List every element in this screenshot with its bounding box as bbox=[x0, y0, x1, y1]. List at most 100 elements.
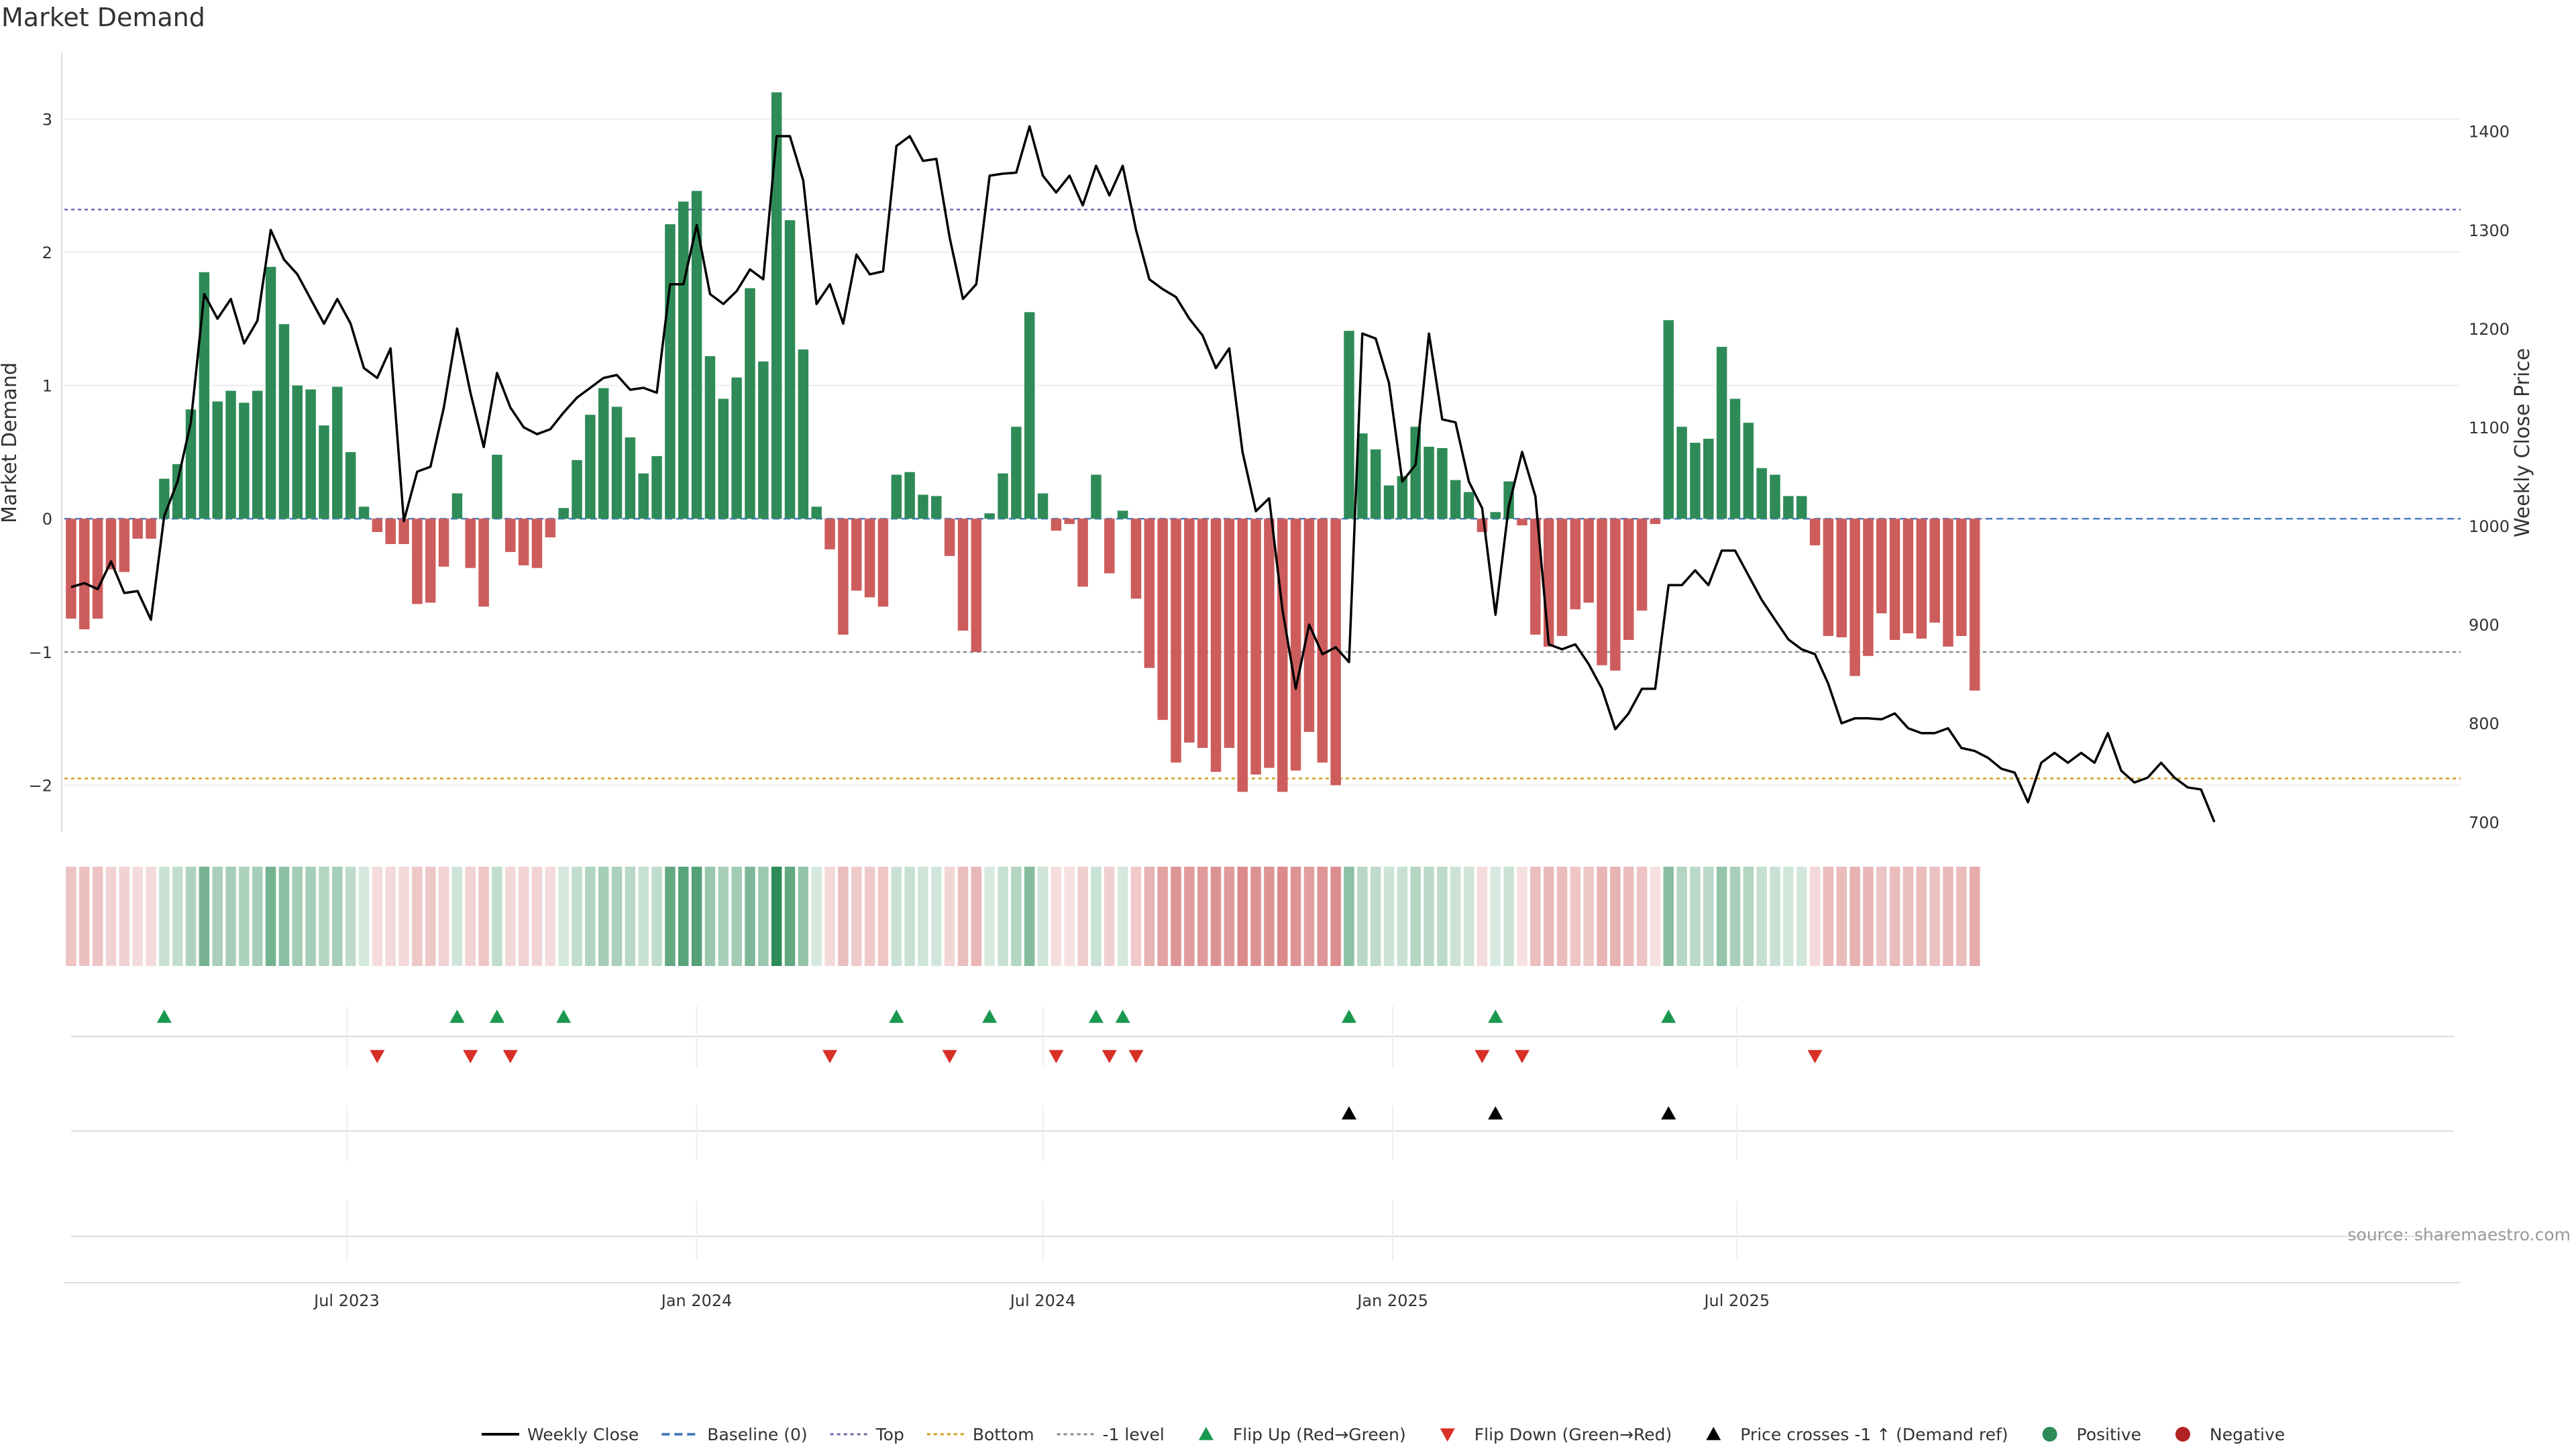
demand-bar bbox=[199, 272, 210, 519]
demand-bar bbox=[798, 349, 809, 519]
demand-bar bbox=[1290, 519, 1301, 771]
legend-label: Flip Down (Green→Red) bbox=[1474, 1425, 1672, 1444]
y2-axis-label: Weekly Close Price bbox=[2511, 348, 2534, 537]
strip-cell bbox=[239, 867, 250, 966]
demand-bar bbox=[1783, 496, 1794, 519]
demand-bar bbox=[1570, 519, 1581, 610]
demand-bar bbox=[1037, 493, 1049, 519]
flip-down-marker bbox=[822, 1050, 838, 1063]
demand-bar bbox=[1849, 519, 1860, 676]
strip-cell bbox=[1969, 867, 1980, 966]
demand-bar bbox=[278, 324, 290, 519]
strip-cell bbox=[398, 867, 409, 966]
demand-bar bbox=[1450, 480, 1461, 519]
strip-cell bbox=[1676, 867, 1687, 966]
strip-cell bbox=[1237, 867, 1248, 966]
demand-bar bbox=[718, 398, 729, 519]
demand-bar bbox=[372, 519, 383, 533]
legend-label: Bottom bbox=[973, 1425, 1034, 1444]
left-y-axis: −2 −1 0 1 2 3 bbox=[29, 110, 52, 795]
strip-cell bbox=[199, 867, 210, 966]
strip-cell bbox=[558, 867, 569, 966]
strip-cell bbox=[957, 867, 969, 966]
demand-bar bbox=[1370, 449, 1381, 519]
strip-cell bbox=[358, 867, 370, 966]
strip-cell bbox=[984, 867, 995, 966]
strip-cell bbox=[372, 867, 383, 966]
demand-bar bbox=[651, 455, 662, 519]
strip-cell bbox=[531, 867, 543, 966]
strip-cell bbox=[1051, 867, 1062, 966]
demand-bar bbox=[1756, 468, 1767, 519]
flip-markers bbox=[71, 1010, 2454, 1237]
flip-down-marker bbox=[1474, 1050, 1490, 1063]
demand-bar bbox=[1876, 519, 1887, 614]
demand-bar bbox=[1969, 519, 1980, 691]
strip-cell bbox=[877, 867, 889, 966]
cross-marker bbox=[1661, 1106, 1676, 1120]
legend-item: Negative bbox=[2175, 1425, 2285, 1444]
flip-down-marker bbox=[370, 1050, 385, 1063]
demand-bar bbox=[212, 401, 223, 519]
demand-bar bbox=[1490, 512, 1501, 519]
demand-bar bbox=[1703, 439, 1714, 519]
flip-down-marker bbox=[463, 1050, 478, 1063]
flip-down-marker bbox=[1807, 1050, 1823, 1063]
strip-cell bbox=[1823, 867, 1834, 966]
demand-bar bbox=[451, 493, 463, 519]
demand-bar bbox=[558, 508, 569, 519]
demand-bar bbox=[1224, 519, 1235, 748]
legend-marker bbox=[1198, 1427, 1214, 1440]
demand-bar bbox=[292, 385, 303, 519]
strip-cell bbox=[252, 867, 263, 966]
strip-cell bbox=[292, 867, 303, 966]
x-tick-label: Jul 2023 bbox=[313, 1291, 380, 1310]
demand-bar bbox=[771, 92, 782, 519]
strip-cell bbox=[92, 867, 103, 966]
strip-cell bbox=[119, 867, 130, 966]
demand-bar bbox=[385, 519, 396, 544]
strip-cell bbox=[1663, 867, 1674, 966]
demand-bar bbox=[1397, 476, 1408, 519]
strip-cell bbox=[1690, 867, 1701, 966]
strip-cell bbox=[1290, 867, 1301, 966]
strip-cell bbox=[1849, 867, 1860, 966]
demand-bar bbox=[1676, 427, 1687, 519]
legend-label: -1 level bbox=[1103, 1425, 1165, 1444]
demand-bar bbox=[1902, 519, 1914, 634]
demand-bar bbox=[704, 356, 716, 519]
strip-cell bbox=[1410, 867, 1421, 966]
strip-cell bbox=[745, 867, 755, 966]
strip-cell bbox=[1424, 867, 1434, 966]
flip-up-marker bbox=[489, 1010, 504, 1023]
demand-bar bbox=[518, 519, 529, 566]
legend-item: Top bbox=[830, 1425, 904, 1444]
y2-tick-label: 700 bbox=[2469, 813, 2500, 832]
strip-cell bbox=[79, 867, 90, 966]
demand-bar bbox=[824, 519, 835, 549]
flip-down-marker bbox=[1049, 1050, 1064, 1063]
demand-bar bbox=[904, 472, 915, 519]
strip-cell bbox=[1024, 867, 1035, 966]
strip-cell bbox=[1770, 867, 1780, 966]
strip-cell bbox=[1064, 867, 1075, 966]
strip-cell bbox=[1517, 867, 1527, 966]
strip-cell bbox=[1011, 867, 1022, 966]
demand-bar bbox=[319, 425, 329, 519]
strip-cell bbox=[1876, 867, 1887, 966]
strip-cell bbox=[1756, 867, 1767, 966]
strip-cell bbox=[172, 867, 183, 966]
demand-bar bbox=[1117, 511, 1128, 519]
demand-bar bbox=[984, 513, 995, 519]
strip-cell bbox=[1130, 867, 1142, 966]
demand-bar bbox=[545, 519, 556, 538]
flip-up-marker bbox=[1115, 1010, 1130, 1023]
strip-cell bbox=[1477, 867, 1488, 966]
strip-cell bbox=[225, 867, 236, 966]
strip-cell bbox=[505, 867, 516, 966]
flip-up-marker bbox=[889, 1010, 904, 1023]
y2-tick-label: 800 bbox=[2469, 714, 2500, 733]
strip-cell bbox=[1570, 867, 1581, 966]
demand-bar bbox=[1623, 519, 1634, 640]
